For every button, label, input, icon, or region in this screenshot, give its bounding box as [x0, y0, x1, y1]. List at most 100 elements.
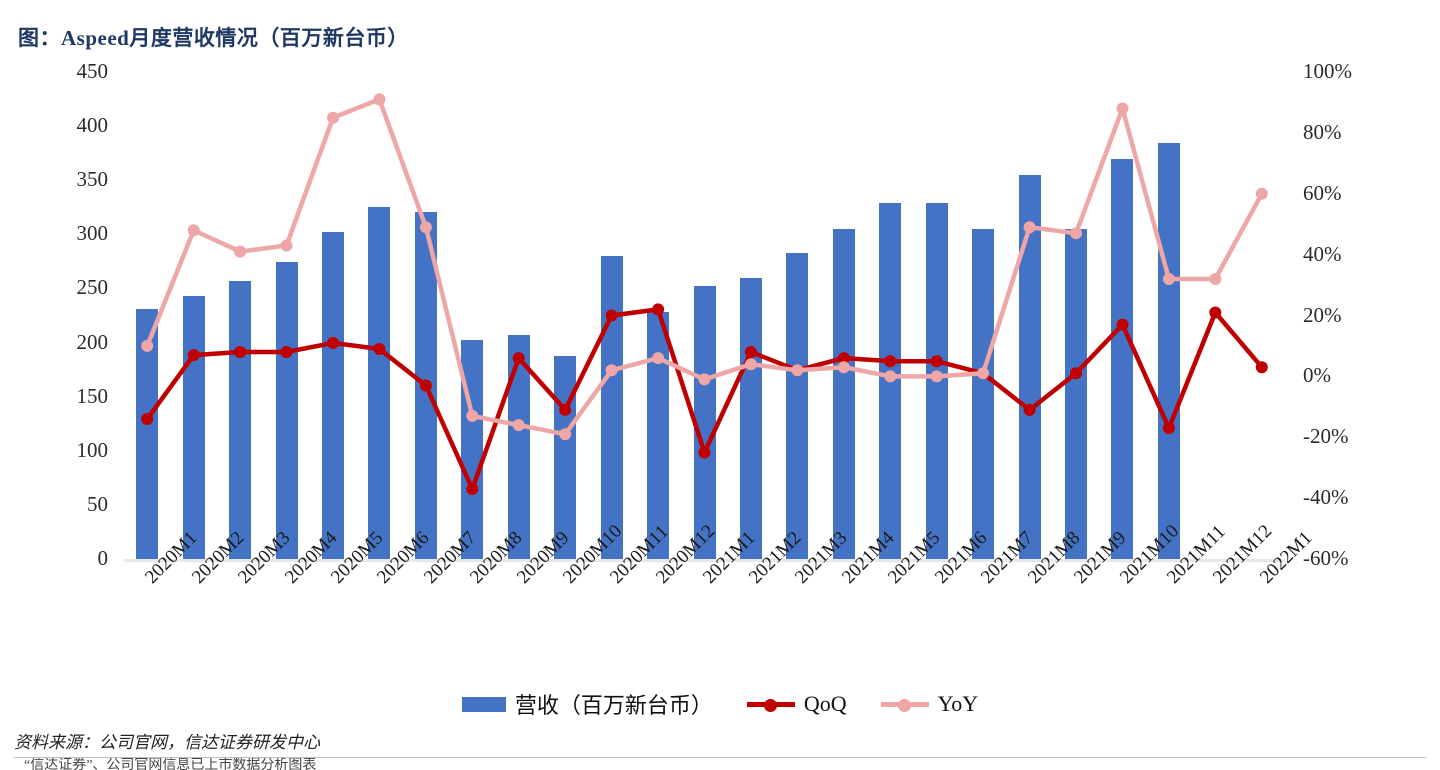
y-axis-tick-left: 250 — [76, 275, 109, 300]
bar-2021M9 — [1065, 228, 1088, 559]
bar-2021M1 — [693, 286, 716, 559]
marker-YoY-2021M8 — [1023, 221, 1036, 234]
legend-item-qoq[interactable]: QoQ — [746, 691, 847, 717]
y-axis-tick-left: 150 — [76, 383, 109, 408]
bar-2020M1 — [136, 309, 159, 559]
y-axis-tick-right: 60% — [1303, 180, 1342, 205]
marker-QoQ-2020M6 — [373, 343, 386, 355]
y-axis-tick-left: 350 — [76, 167, 109, 192]
y-axis-tick-right: 100% — [1303, 59, 1352, 83]
y-axis-tick-right: 80% — [1303, 119, 1342, 144]
legend-item-yoy[interactable]: YoY — [880, 691, 979, 717]
y-axis-tick-left: 400 — [76, 113, 109, 138]
marker-YoY-2020M12 — [652, 352, 665, 365]
marker-QoQ-2022M1 — [1255, 361, 1268, 374]
bar-2021M3 — [786, 252, 809, 559]
marker-QoQ-2021M12 — [1209, 306, 1222, 319]
marker-QoQ-2020M11 — [605, 309, 618, 322]
marker-YoY-2021M10 — [1116, 102, 1129, 115]
legend-line-swatch-qoq-icon — [746, 697, 795, 712]
source-note: 资料来源：公司官网，信达证券研发中心 — [14, 733, 320, 752]
bar-2021M4 — [832, 228, 855, 559]
marker-QoQ-2020M2 — [187, 349, 200, 362]
legend-item-revenue[interactable]: 营收（百万新台币） — [461, 688, 713, 720]
marker-YoY-2020M9 — [512, 419, 525, 432]
marker-YoY-2020M7 — [419, 221, 432, 234]
clipped-bottom-text-inner: “信达证券”、公司官网信息已上市数据分析图表 — [24, 758, 317, 770]
marker-QoQ-2021M9 — [1070, 367, 1082, 380]
marker-QoQ-2020M9 — [512, 352, 525, 365]
y-axis-tick-left: 450 — [76, 59, 109, 83]
marker-QoQ-2020M8 — [466, 483, 479, 495]
y-axis-tick-right: 20% — [1303, 302, 1342, 327]
legend-label-revenue: 营收（百万新台币） — [514, 693, 713, 718]
marker-YoY-2020M3 — [234, 245, 247, 258]
marker-YoY-2020M6 — [373, 93, 386, 106]
marker-YoY-2021M3 — [791, 364, 804, 377]
legend-line-swatch-yoy-icon — [880, 697, 929, 712]
marker-QoQ-2020M3 — [234, 346, 247, 358]
clipped-bottom-text: “信达证券”、公司官网信息已上市数据分析图表 — [0, 758, 1440, 770]
marker-QoQ-2020M4 — [280, 346, 293, 358]
marker-QoQ-2021M8 — [1023, 403, 1036, 416]
marker-YoY-2021M9 — [1070, 227, 1082, 240]
y-axis-tick-right: -60% — [1303, 546, 1349, 570]
marker-YoY-2021M11 — [1162, 273, 1175, 285]
bar-2021M11 — [1157, 143, 1180, 559]
marker-QoQ-2021M10 — [1116, 318, 1129, 331]
line-series-layer — [141, 93, 1268, 495]
y-axis-tick-right: 0% — [1303, 363, 1331, 388]
marker-QoQ-2020M7 — [419, 379, 432, 392]
bar-2020M12 — [647, 312, 670, 559]
page-title: 图：Aspeed月度营收情况（百万新台币） — [18, 26, 409, 50]
marker-QoQ-2021M4 — [837, 352, 850, 365]
marker-QoQ-2020M5 — [327, 336, 339, 349]
marker-YoY-2021M2 — [744, 358, 757, 371]
marker-QoQ-2021M1 — [698, 446, 711, 459]
marker-YoY-2021M5 — [884, 370, 897, 383]
marker-QoQ-2021M6 — [930, 355, 943, 368]
bar-2020M5 — [321, 232, 344, 559]
marker-YoY-2020M8 — [466, 409, 479, 422]
marker-YoY-2021M6 — [930, 370, 943, 383]
bar-2020M6 — [368, 207, 391, 559]
bar-2020M9 — [507, 334, 530, 559]
legend-label-qoq: QoQ — [803, 691, 847, 716]
y-axis-tick-right: 40% — [1303, 241, 1342, 266]
marker-YoY-2020M2 — [187, 224, 200, 237]
footer-divider — [14, 757, 1426, 758]
x-axis-baseline — [124, 559, 1285, 562]
marker-QoQ-2020M12 — [652, 303, 665, 316]
marker-YoY-2021M7 — [977, 367, 990, 380]
marker-YoY-2021M1 — [698, 373, 711, 386]
marker-YoY-2021M12 — [1209, 273, 1222, 285]
y-axis-tick-left: 300 — [76, 221, 109, 246]
y-axis-tick-left: 100 — [76, 437, 109, 462]
bar-2021M10 — [1111, 158, 1134, 559]
y-axis-tick-left: 0 — [97, 546, 109, 570]
marker-YoY-2020M10 — [559, 428, 572, 441]
marker-YoY-2021M4 — [837, 361, 850, 374]
chart-legend: 营收（百万新台币） QoQ YoY — [0, 688, 1440, 720]
legend-bar-swatch-icon — [461, 696, 506, 712]
y-axis-tick-left: 200 — [76, 329, 109, 354]
marker-QoQ-2021M2 — [744, 346, 757, 358]
y-axis-tick-right: -20% — [1303, 424, 1349, 449]
y-axis-tick-left: 50 — [87, 491, 108, 516]
line-QoQ — [144, 307, 1265, 492]
bar-2021M8 — [1018, 174, 1041, 559]
bar-2021M7 — [972, 228, 995, 559]
legend-label-yoy: YoY — [937, 691, 979, 716]
chart-plot-area: 0 50 100 150 200 250 300 350 400 450 -60% -40% -20% 0… — [76, 59, 1353, 588]
marker-QoQ-2020M10 — [559, 403, 572, 416]
marker-QoQ-2020M1 — [141, 413, 154, 425]
marker-QoQ-2021M11 — [1162, 422, 1175, 435]
marker-QoQ-2021M5 — [884, 355, 897, 368]
bar-2021M2 — [739, 277, 762, 559]
bar-2020M4 — [275, 262, 298, 559]
marker-YoY-2020M4 — [280, 239, 293, 252]
y-axis-tick-right: -40% — [1303, 485, 1349, 510]
marker-YoY-2020M1 — [141, 339, 154, 352]
marker-YoY-2020M11 — [605, 364, 618, 377]
marker-YoY-2022M1 — [1255, 187, 1268, 200]
